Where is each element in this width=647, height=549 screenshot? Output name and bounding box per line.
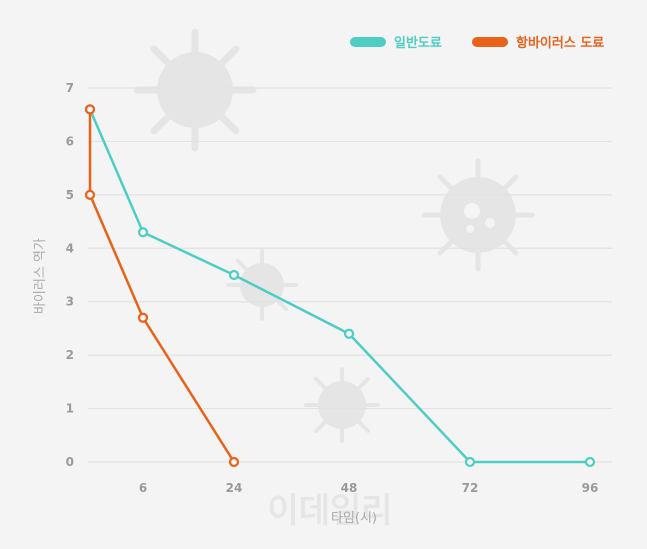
x-tick-label: 96 [582, 481, 599, 495]
x-tick-label: 48 [341, 481, 358, 495]
data-point-series-1 [464, 456, 476, 468]
data-point-series-1 [343, 328, 355, 339]
y-tick-label: 6 [66, 134, 74, 148]
series-line-2 [88, 109, 236, 463]
data-point-series-2 [84, 189, 96, 200]
watermark: 이데일리 [267, 491, 392, 531]
y-tick-label: 5 [66, 188, 74, 202]
legend-swatch-series-2 [472, 37, 508, 47]
y-tick-label: 7 [66, 81, 74, 95]
legend-swatch-series-1 [350, 37, 386, 47]
data-point-series-2 [137, 312, 149, 323]
virus-decoration-icon [133, 28, 535, 443]
legend: 일반도료 항바이러스 도료 [350, 35, 604, 51]
data-point-series-2 [84, 104, 96, 115]
data-point-series-1 [137, 227, 149, 238]
y-axis-title: 바이러스 역가 [33, 238, 48, 314]
x-tick-label: 72 [462, 481, 479, 495]
y-tick-label: 4 [66, 241, 74, 255]
legend-label-series-1: 일반도료 [394, 35, 442, 51]
y-tick-label: 2 [66, 348, 74, 362]
x-axis-title: 타임(시) [331, 511, 377, 526]
data-point-series-1 [228, 269, 240, 281]
y-tick-label: 3 [66, 295, 74, 309]
series-lines [84, 104, 596, 468]
x-tick-label: 24 [226, 481, 243, 495]
x-tick-label: 6 [139, 481, 147, 495]
y-tick-label: 1 [66, 402, 74, 416]
series-line-1 [88, 108, 590, 464]
data-point-series-1 [584, 456, 596, 468]
y-tick-label: 0 [66, 455, 74, 469]
x-axis-ticks: 6 24 48 72 96 [139, 481, 599, 495]
data-point-series-2 [228, 456, 240, 468]
legend-label-series-2: 항바이러스 도료 [516, 35, 604, 51]
y-axis-ticks: 0 1 2 3 4 5 6 7 [66, 81, 74, 469]
